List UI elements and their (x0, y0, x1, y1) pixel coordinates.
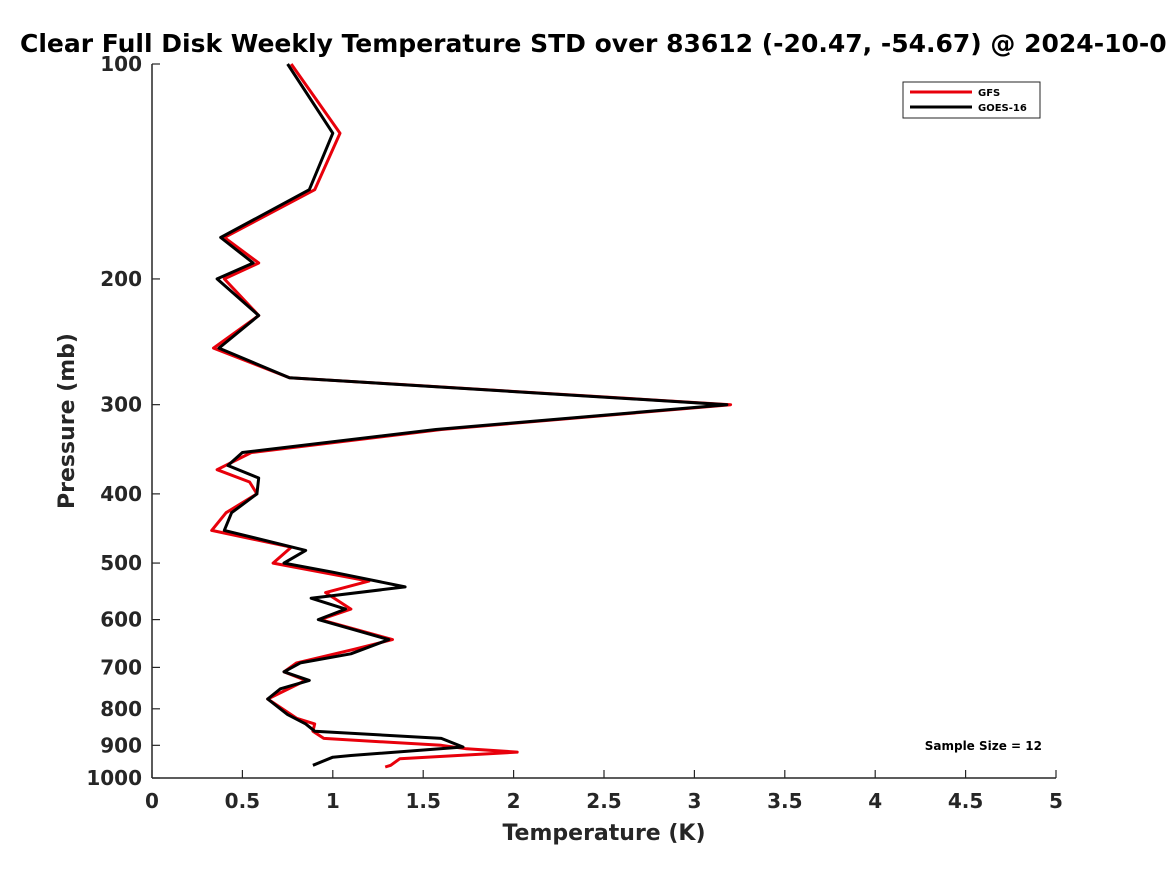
legend: GFS GOES-16 (902, 81, 1041, 119)
series-line-gfs (210, 63, 733, 769)
y-tick-label: 300 (100, 393, 142, 417)
x-tick-label: 1.5 (405, 789, 440, 813)
legend-box (902, 81, 1041, 119)
y-tick-label: 500 (100, 551, 142, 575)
legend-label-goes16: GOES-16 (978, 103, 1027, 114)
series-lines (210, 63, 733, 769)
x-ticks: 0 0.5 1 1.5 2 2.5 3 3.5 4 4.5 5 (145, 770, 1063, 813)
y-axis-label: Pressure (mb) (55, 333, 80, 509)
x-tick-label: 3 (687, 789, 701, 813)
y-ticks: 100 200 300 400 500 600 700 800 900 1000 (86, 52, 160, 790)
x-tick-label: 0.5 (225, 789, 260, 813)
legend-label-gfs: GFS (978, 88, 1000, 99)
chart-title: Clear Full Disk Weekly Temperature STD o… (20, 29, 1167, 58)
x-tick-label: 1 (326, 789, 340, 813)
y-tick-label: 700 (100, 655, 142, 679)
x-axis-label: Temperature (K) (502, 821, 705, 846)
x-tick-label: 4.5 (948, 789, 983, 813)
y-tick-label: 100 (100, 52, 142, 76)
x-tick-label: 0 (145, 789, 159, 813)
x-tick-label: 3.5 (767, 789, 802, 813)
y-tick-label: 800 (100, 697, 142, 721)
x-tick-label: 2 (507, 789, 521, 813)
sample-size-annotation: Sample Size = 12 (925, 739, 1042, 753)
series-line-goes-16 (215, 63, 729, 767)
x-tick-label: 2.5 (586, 789, 621, 813)
y-tick-label: 400 (100, 482, 142, 506)
y-tick-label: 200 (100, 267, 142, 291)
x-tick-label: 4 (868, 789, 882, 813)
y-tick-label: 600 (100, 608, 142, 632)
x-tick-label: 5 (1049, 789, 1063, 813)
y-tick-label: 900 (100, 733, 142, 757)
y-tick-label: 1000 (86, 766, 142, 790)
